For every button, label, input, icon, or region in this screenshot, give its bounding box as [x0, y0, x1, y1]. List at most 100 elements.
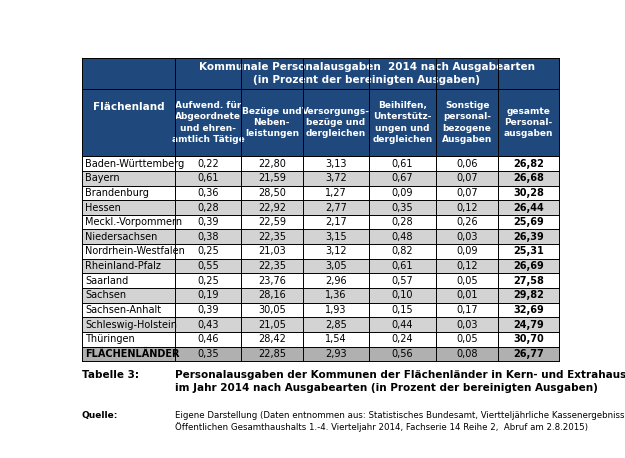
Text: 21,03: 21,03 — [258, 246, 286, 256]
Text: 0,09: 0,09 — [392, 188, 413, 198]
Text: 0,39: 0,39 — [198, 305, 219, 315]
Text: 32,69: 32,69 — [513, 305, 544, 315]
Text: 0,28: 0,28 — [392, 217, 413, 227]
Text: 21,05: 21,05 — [258, 320, 286, 330]
Text: 0,61: 0,61 — [392, 158, 413, 169]
Text: 0,06: 0,06 — [456, 158, 478, 169]
Text: Bayern: Bayern — [85, 173, 119, 183]
Text: 0,19: 0,19 — [198, 290, 219, 300]
Text: Kommunale Personalausgaben  2014 nach Ausgabearten
(in Prozent der bereinigten A: Kommunale Personalausgaben 2014 nach Aus… — [199, 61, 535, 85]
Text: 0,38: 0,38 — [198, 232, 219, 242]
Text: Schleswig-Holstein: Schleswig-Holstein — [85, 320, 177, 330]
Text: 0,12: 0,12 — [456, 202, 478, 213]
Text: 0,67: 0,67 — [392, 173, 413, 183]
Text: 30,70: 30,70 — [513, 334, 544, 344]
Text: 0,44: 0,44 — [392, 320, 413, 330]
Bar — [82, 332, 559, 347]
Text: 0,10: 0,10 — [392, 290, 413, 300]
Text: 2,93: 2,93 — [325, 349, 347, 359]
Text: 0,08: 0,08 — [456, 349, 478, 359]
Bar — [82, 229, 559, 244]
Text: 21,59: 21,59 — [258, 173, 286, 183]
Text: 28,50: 28,50 — [258, 188, 286, 198]
Text: Eigene Darstellung (Daten entnommen aus: Statistisches Bundesamt, Viertteljährli: Eigene Darstellung (Daten entnommen aus:… — [175, 410, 625, 432]
Text: 0,35: 0,35 — [197, 349, 219, 359]
Text: 22,92: 22,92 — [258, 202, 286, 213]
Text: 1,54: 1,54 — [325, 334, 347, 344]
Text: 0,26: 0,26 — [456, 217, 478, 227]
Text: 0,82: 0,82 — [392, 246, 413, 256]
Bar — [82, 200, 559, 215]
Text: 3,72: 3,72 — [325, 173, 347, 183]
Text: 30,05: 30,05 — [258, 305, 286, 315]
Text: 0,61: 0,61 — [392, 261, 413, 271]
Text: Nordrhein-Westfalen: Nordrhein-Westfalen — [85, 246, 185, 256]
Text: 3,13: 3,13 — [325, 158, 346, 169]
Text: 0,35: 0,35 — [392, 202, 413, 213]
Text: Bezüge und
Neben-
leistungen: Bezüge und Neben- leistungen — [242, 107, 302, 138]
Text: 0,55: 0,55 — [197, 261, 219, 271]
Text: 0,36: 0,36 — [198, 188, 219, 198]
Text: 1,36: 1,36 — [325, 290, 346, 300]
Text: Sachsen: Sachsen — [85, 290, 126, 300]
Bar — [82, 347, 559, 361]
Text: 1,93: 1,93 — [325, 305, 346, 315]
Text: 0,07: 0,07 — [456, 173, 478, 183]
Text: 0,01: 0,01 — [456, 290, 478, 300]
Text: Flächenland: Flächenland — [92, 102, 164, 112]
Text: Versorgungs-
bezüge und
dergleichen: Versorgungs- bezüge und dergleichen — [302, 107, 370, 138]
Bar — [82, 273, 559, 288]
Text: 0,17: 0,17 — [456, 305, 478, 315]
Text: 22,35: 22,35 — [258, 232, 286, 242]
Text: 0,25: 0,25 — [197, 246, 219, 256]
Text: 26,77: 26,77 — [513, 349, 544, 359]
Text: 1,27: 1,27 — [325, 188, 347, 198]
Text: 24,79: 24,79 — [513, 320, 544, 330]
Text: 0,61: 0,61 — [198, 173, 219, 183]
Text: 22,80: 22,80 — [258, 158, 286, 169]
Text: Sonstige
personal-
bezogene
Ausgaben: Sonstige personal- bezogene Ausgaben — [442, 101, 493, 144]
Text: Sachsen-Anhalt: Sachsen-Anhalt — [85, 305, 161, 315]
Text: 2,17: 2,17 — [325, 217, 347, 227]
Text: 3,12: 3,12 — [325, 246, 347, 256]
Text: 0,57: 0,57 — [392, 276, 413, 286]
Text: 0,48: 0,48 — [392, 232, 413, 242]
Text: 0,39: 0,39 — [198, 217, 219, 227]
Text: Niedersachsen: Niedersachsen — [85, 232, 158, 242]
Bar — [82, 215, 559, 229]
Text: 3,15: 3,15 — [325, 232, 347, 242]
Text: 2,96: 2,96 — [325, 276, 347, 286]
Text: 22,85: 22,85 — [258, 349, 286, 359]
Bar — [82, 244, 559, 259]
Text: 26,39: 26,39 — [513, 232, 544, 242]
Text: 0,03: 0,03 — [456, 232, 478, 242]
Text: gesamte
Personal-
ausgaben: gesamte Personal- ausgaben — [504, 107, 553, 138]
Text: 22,59: 22,59 — [258, 217, 286, 227]
Text: 29,82: 29,82 — [513, 290, 544, 300]
Text: 0,43: 0,43 — [198, 320, 219, 330]
Text: Hessen: Hessen — [85, 202, 121, 213]
Text: Brandenburg: Brandenburg — [85, 188, 149, 198]
Text: 2,77: 2,77 — [325, 202, 347, 213]
Text: 0,05: 0,05 — [456, 334, 478, 344]
Text: FLÄCHENLÄNDER: FLÄCHENLÄNDER — [85, 349, 179, 359]
Text: 0,07: 0,07 — [456, 188, 478, 198]
Text: 0,09: 0,09 — [456, 246, 478, 256]
Text: 0,05: 0,05 — [456, 276, 478, 286]
Text: 26,82: 26,82 — [513, 158, 544, 169]
Text: 28,42: 28,42 — [258, 334, 286, 344]
Text: 26,44: 26,44 — [513, 202, 544, 213]
Text: Personalausgaben der Kommunen der Flächenländer in Kern- und Extrahaushalten
im : Personalausgaben der Kommunen der Fläche… — [175, 370, 625, 393]
Bar — [82, 156, 559, 171]
Bar — [82, 303, 559, 317]
Text: 25,69: 25,69 — [513, 217, 544, 227]
Text: Rheinland-Pfalz: Rheinland-Pfalz — [85, 261, 161, 271]
Bar — [82, 317, 559, 332]
Text: Saarland: Saarland — [85, 276, 128, 286]
Text: 25,31: 25,31 — [513, 246, 544, 256]
Text: Beihilfen,
Unterstütz-
ungen und
dergleichen: Beihilfen, Unterstütz- ungen und derglei… — [372, 101, 432, 144]
Text: 26,68: 26,68 — [513, 173, 544, 183]
Text: 3,05: 3,05 — [325, 261, 347, 271]
Bar — [82, 171, 559, 185]
Text: 0,46: 0,46 — [198, 334, 219, 344]
